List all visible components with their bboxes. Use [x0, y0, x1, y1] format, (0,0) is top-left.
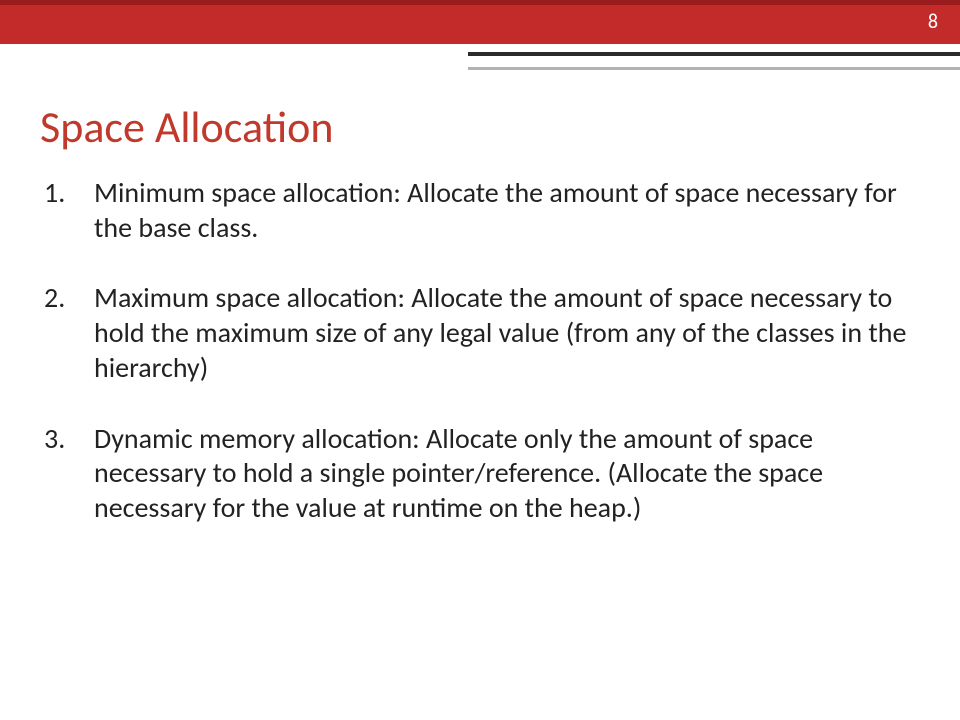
- list-item: 3. Dynamic memory allocation: Allocate o…: [38, 422, 923, 526]
- list-number: 1.: [38, 176, 94, 245]
- list-item: 1. Minimum space allocation: Allocate th…: [38, 176, 923, 245]
- slide-title: Space Allocation: [40, 100, 333, 154]
- header-top-accent: [0, 0, 960, 5]
- list-number: 2.: [38, 281, 94, 385]
- header-underline-light: [468, 67, 960, 70]
- list-text: Maximum space allocation: Allocate the a…: [94, 281, 923, 385]
- list-number: 3.: [38, 422, 94, 526]
- list-item: 2. Maximum space allocation: Allocate th…: [38, 281, 923, 385]
- content-body: 1. Minimum space allocation: Allocate th…: [38, 176, 923, 562]
- list-text: Dynamic memory allocation: Allocate only…: [94, 422, 923, 526]
- header-bar: 8: [0, 0, 960, 44]
- page-number: 8: [928, 10, 938, 34]
- list-text: Minimum space allocation: Allocate the a…: [94, 176, 923, 245]
- header-underline-dark: [468, 52, 960, 56]
